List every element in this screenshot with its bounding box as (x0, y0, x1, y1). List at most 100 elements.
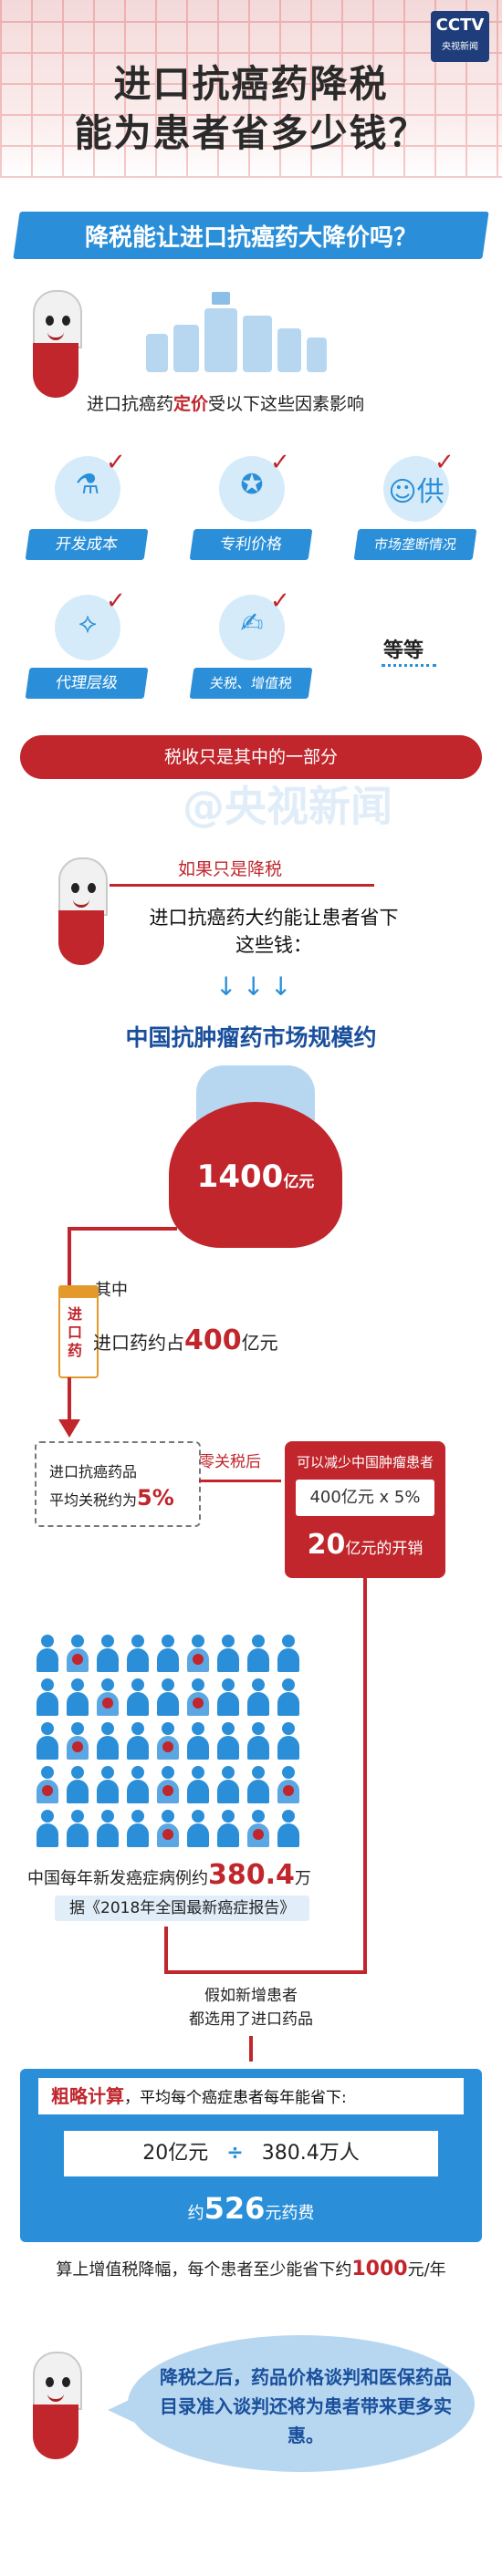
factor-tariff-vat: ✍ ✓ 关税、增值税 (189, 587, 313, 704)
person-icon (155, 1678, 181, 1719)
person-icon (95, 1810, 120, 1850)
flow-line (68, 1377, 71, 1423)
person-icon (276, 1678, 301, 1719)
factor-agency-level: ⟡ ✓ 代理层级 (25, 587, 149, 704)
patient-person-icon (155, 1766, 181, 1806)
person-icon (246, 1635, 271, 1675)
speech-bubble (128, 2335, 475, 2472)
check-icon: ✓ (434, 449, 455, 476)
pill-mascot (27, 290, 84, 400)
cctv-logo: CCTV 央视新闻 (431, 11, 489, 62)
person-icon (95, 1766, 120, 1806)
patients-grid (35, 1635, 309, 1854)
page-title-line2: 能为患者省多少钱？ (74, 111, 428, 155)
person-icon (215, 1635, 241, 1675)
person-icon (65, 1810, 90, 1850)
person-icon (215, 1810, 241, 1850)
person-icon (276, 1722, 301, 1762)
savings-line2: 这些钱： (235, 934, 312, 956)
patient-person-icon (95, 1678, 120, 1719)
check-icon: ✓ (106, 587, 126, 615)
patient-person-icon (246, 1810, 271, 1850)
patient-person-icon (65, 1635, 90, 1675)
pill-mascot-2 (53, 857, 110, 967)
person-icon (35, 1810, 60, 1850)
flow-line (164, 1970, 367, 1974)
person-icon (246, 1678, 271, 1719)
watermark: @央视新闻 (183, 782, 392, 831)
zero-tariff-label: 零关税后 (199, 1453, 261, 1471)
flow-line (68, 1227, 71, 1285)
import-drug-bottle: 进口药 (58, 1285, 99, 1378)
patient-person-icon (276, 1766, 301, 1806)
person-icon (65, 1678, 90, 1719)
report-source: 据《2018年全国最新癌症报告》 (55, 1896, 310, 1921)
person-icon (125, 1722, 151, 1762)
person-icon (35, 1635, 60, 1675)
person-icon (35, 1678, 60, 1719)
person-icon (35, 1722, 60, 1762)
patient-person-icon (185, 1635, 211, 1675)
estimate-result: 约526元药费 (187, 2191, 315, 2226)
flow-line (249, 2036, 253, 2062)
factor-dev-cost: ⚗ ✓ 开发成本 (25, 449, 149, 566)
assumption-text: 假如新增患者 都选用了进口药品 (189, 1987, 313, 2029)
factor-monopoly: ☺供 ✓ 市场垄断情况 (353, 449, 477, 566)
section-banner: 降税能让进口抗癌药大降价吗？ (84, 224, 417, 252)
qizhong-label: 其中 (95, 1281, 128, 1300)
if-only-tax-label: 如果只是降税 (178, 859, 283, 879)
hierarchy-icon: ⟡ (78, 608, 97, 639)
down-arrows-icon: ↓ ↓ ↓ (215, 971, 292, 1002)
check-icon: ✓ (106, 449, 126, 476)
microscope-icon: ⚗ (75, 469, 100, 501)
check-icon: ✓ (270, 587, 290, 615)
person-icon (125, 1766, 151, 1806)
estimate-head: 粗略计算，平均每个癌症患者每年能省下: (38, 2078, 464, 2114)
etc-label: 等等 (383, 639, 424, 662)
person-icon (246, 1766, 271, 1806)
market-size-value: 1400亿元 (196, 1158, 315, 1195)
arrow-down-icon (58, 1419, 80, 1438)
estimate-formula: 20亿元 ÷ 380.4万人 (64, 2131, 438, 2176)
medal-icon: ✪ (240, 469, 264, 501)
handshake-icon: ✍ (240, 608, 264, 639)
person-icon (95, 1635, 120, 1675)
check-icon: ✓ (270, 449, 290, 476)
medicine-bottles-icon (146, 290, 329, 372)
flow-line (164, 1927, 168, 1972)
tax-note-bar: 税收只是其中的一部分 (20, 735, 482, 779)
pill-mascot-3 (27, 2352, 84, 2461)
person-icon (246, 1722, 271, 1762)
market-size-title: 中国抗肿瘤药市场规模约 (125, 1024, 377, 1051)
person-icon (65, 1766, 90, 1806)
patient-person-icon (65, 1722, 90, 1762)
header-pattern (0, 0, 502, 178)
etc-dots (382, 664, 436, 667)
tariff-box: 进口抗癌药品 平均关税约为5% (35, 1441, 201, 1527)
factor-patent-price: ✪ ✓ 专利价格 (189, 449, 313, 566)
person-icon (185, 1810, 211, 1850)
person-icon (125, 1635, 151, 1675)
person-icon (155, 1635, 181, 1675)
flow-line (199, 1480, 281, 1482)
person-icon (185, 1722, 211, 1762)
if-only-tax-underline (110, 853, 374, 887)
person-icon (125, 1678, 151, 1719)
person-icon (95, 1722, 120, 1762)
factors-intro: 进口抗癌药定价受以下这些因素影响 (87, 394, 365, 414)
flow-line (68, 1227, 177, 1231)
person-icon (215, 1678, 241, 1719)
patient-person-icon (155, 1810, 181, 1850)
person-icon (215, 1766, 241, 1806)
supplier-icon: ☺供 (388, 476, 444, 508)
patient-person-icon (155, 1722, 181, 1762)
patient-person-icon (185, 1678, 211, 1719)
closing-message: 降税之后，药品价格谈判和医保药品目录准入谈判还将为患者带来更多实惠。 (160, 2366, 452, 2446)
savings-line1: 进口抗癌药大约能让患者省下 (149, 907, 399, 929)
import-share: 进口药约占400亿元 (93, 1324, 278, 1356)
page-title-line1: 进口抗癌药降税 (113, 62, 389, 106)
reduction-card: 可以减少中国肿瘤患者 400亿元 x 5% 20亿元的开销 (285, 1441, 445, 1578)
moneybag-icon: 1400亿元 (151, 1065, 361, 1248)
header: CCTV 央视新闻 进口抗癌药降税 能为患者省多少钱？ (0, 0, 502, 178)
